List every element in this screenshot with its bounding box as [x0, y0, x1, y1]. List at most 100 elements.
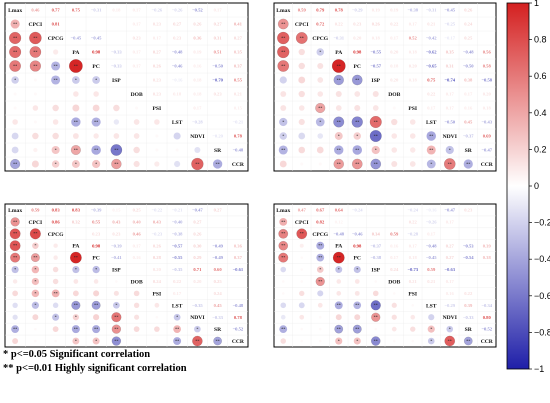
correlation-value: 0.58 — [483, 64, 492, 69]
correlation-circle — [298, 302, 305, 309]
significance-mark: * — [319, 119, 321, 124]
correlation-circle — [463, 336, 473, 346]
significance-mark: * — [34, 303, 36, 308]
correlation-value: −0.21 — [172, 208, 183, 213]
correlation-circle — [9, 31, 22, 45]
significance-mark: ** — [355, 119, 359, 124]
variable-label-lmax: Lmax — [276, 8, 290, 14]
correlation-circle — [52, 104, 59, 112]
significance-mark: ** — [355, 327, 359, 332]
correlation-circle — [52, 119, 59, 125]
correlation-circle — [370, 300, 381, 311]
significance-mark: * — [176, 315, 178, 320]
correlation-value: −0.31 — [333, 36, 344, 41]
significance-mark: ** — [281, 35, 285, 40]
correlation-circle — [318, 339, 322, 343]
correlation-circle — [72, 290, 79, 297]
correlation-circle — [154, 161, 160, 167]
correlation-circle — [280, 338, 286, 344]
correlation-circle — [113, 133, 120, 139]
correlation-value: 0.71 — [193, 267, 202, 272]
correlation-value: 0.23 — [173, 36, 182, 41]
correlation-circle — [31, 289, 40, 298]
correlation-circle — [316, 241, 325, 250]
correlation-circle — [300, 268, 304, 271]
variable-label-lst: LST — [426, 120, 437, 126]
correlation-value: 0.23 — [214, 92, 223, 97]
correlation-circle — [279, 76, 287, 84]
significance-mark: ** — [337, 303, 341, 308]
significance-mark: * — [55, 161, 57, 166]
significance-mark: ** — [74, 119, 78, 124]
correlation-value: 0.26 — [464, 8, 473, 13]
significance-mark: * — [55, 315, 57, 320]
correlation-value: −0.24 — [407, 208, 418, 213]
correlation-circle — [11, 146, 19, 154]
correlation-circle — [318, 327, 322, 331]
correlation-circle — [52, 302, 59, 309]
colorbar-tick-label: −1 — [534, 364, 544, 374]
correlation-value: 0.22 — [427, 92, 436, 97]
correlation-circle — [369, 115, 382, 129]
correlation-circle — [280, 266, 287, 273]
correlation-circle — [71, 300, 81, 310]
correlation-circle — [332, 251, 345, 264]
correlation-circle — [112, 301, 120, 309]
correlation-value: 0.26 — [372, 22, 381, 27]
correlation-value: 0.26 — [193, 22, 202, 27]
correlation-circle — [352, 324, 362, 334]
correlation-circle — [354, 104, 361, 112]
correlation-value: 0.78 — [234, 134, 243, 139]
significance-mark: ** — [337, 327, 341, 332]
correlation-value: −0.48 — [333, 231, 344, 236]
correlation-value: 0.26 — [153, 243, 162, 248]
correlation-value: 0.17 — [133, 22, 142, 27]
correlation-value: 0.43 — [112, 219, 121, 224]
correlation-circle — [32, 242, 39, 249]
significance-mark: * — [356, 267, 358, 272]
correlation-circle — [133, 133, 140, 139]
correlation-circle — [317, 77, 324, 83]
correlation-value: 0.29 — [193, 255, 202, 260]
correlation-circle — [279, 132, 287, 140]
correlation-circle — [92, 159, 101, 169]
correlation-circle — [299, 290, 305, 297]
significance-mark: ** — [281, 147, 285, 152]
significance-mark: * — [196, 327, 198, 332]
correlation-circle — [410, 326, 416, 332]
variable-label-sr: SR — [214, 148, 222, 154]
correlation-circle — [411, 304, 415, 307]
correlation-circle — [32, 105, 39, 111]
correlation-value: −0.35 — [192, 303, 203, 308]
correlation-value: −0.24 — [352, 208, 363, 213]
correlation-value: 0.17 — [133, 8, 142, 13]
significance-mark: ** — [13, 35, 17, 40]
significance-mark: ** — [281, 243, 285, 248]
correlation-circle — [334, 145, 344, 155]
variable-label-pa: PA — [335, 244, 342, 250]
variable-label-psi: PSI — [153, 291, 162, 297]
significance-mark: * — [75, 315, 77, 320]
panel-bottom-left: LmaxCPCICPCGPAPCISPDOBPSILSTNDVISRCCR***… — [4, 203, 249, 348]
correlation-value: 0.26 — [193, 231, 202, 236]
correlation-circle — [53, 49, 59, 55]
correlation-circle — [12, 314, 18, 320]
significance-mark: * — [14, 77, 16, 82]
correlation-value: 0.56 — [483, 50, 492, 55]
correlation-circle — [315, 117, 325, 127]
correlation-circle — [155, 148, 159, 152]
correlation-value: 0.18 — [372, 36, 381, 41]
correlation-value: 0.18 — [193, 92, 202, 97]
correlation-circle — [12, 338, 19, 345]
correlation-value: −0.50 — [463, 64, 474, 69]
correlation-value: 0.21 — [234, 92, 243, 97]
correlation-value: 0.45 — [214, 303, 223, 308]
variable-label-cpci: CPCI — [29, 220, 43, 226]
correlation-value: 0.67 — [316, 208, 325, 213]
correlation-circle — [410, 147, 416, 153]
correlation-value: −0.46 — [352, 231, 363, 236]
correlation-value: 0.27 — [214, 208, 223, 213]
correlation-circle — [71, 325, 80, 334]
variable-label-isp: ISP — [112, 78, 121, 84]
significance-mark: ** — [374, 303, 378, 308]
